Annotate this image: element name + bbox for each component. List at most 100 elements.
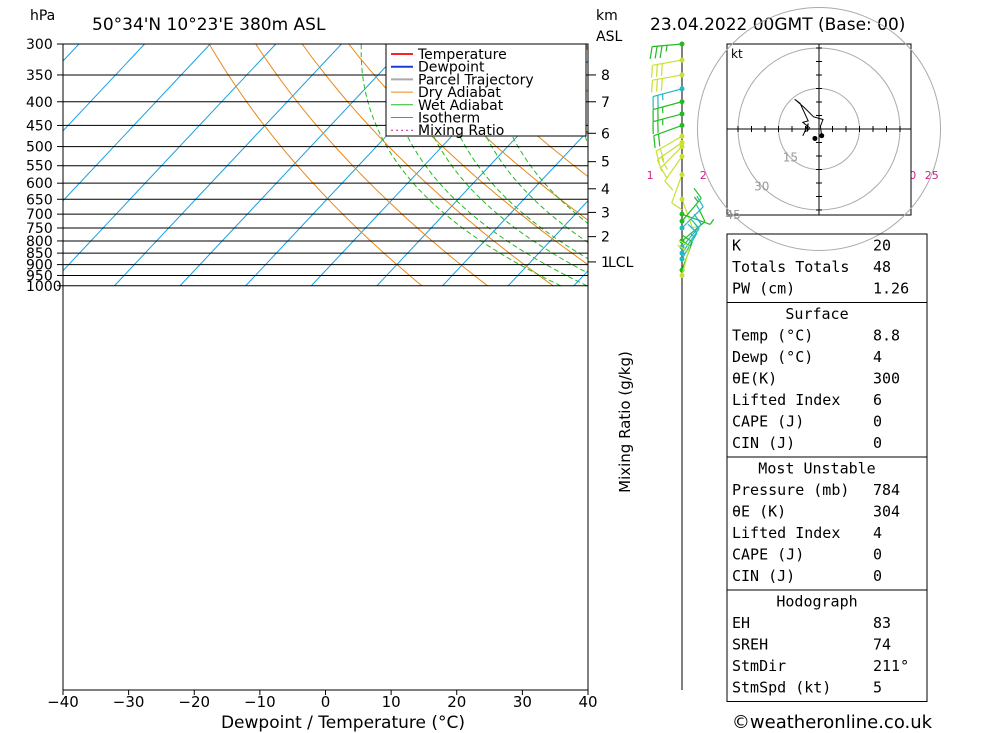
indices-label: CAPE (J) [732,546,804,564]
hodograph-ring [697,7,941,251]
wind-barb-dot [679,172,685,178]
wind-barb-dot [679,250,685,256]
pressure-tick-label: 900 [26,258,53,274]
wind-barb-flag [681,234,693,243]
wind-barb [652,111,685,135]
wind-barb [650,72,685,93]
isotherm-line [902,44,1000,286]
pressure-tick-label: 550 [26,159,53,175]
temperature-tick-label: −20 [178,693,210,711]
temperature-tick-label: 10 [382,693,401,711]
height-tick-label: 1 [601,255,610,271]
wind-barb-flag [650,65,654,78]
indices-value: 0 [873,434,882,452]
mixing-ratio-label: 25 [925,169,939,182]
isotherm-line [114,44,342,287]
isotherm-line [179,44,408,287]
wind-barb-flag [659,148,665,161]
indices-label: Dewp (°C) [732,348,813,366]
wind-barb [652,99,685,122]
indices-value: 20 [873,237,891,255]
pressure-tick-label: 650 [26,192,53,208]
mixing-ratio-label: 1 [647,169,654,182]
wind-barb-dot [679,111,685,117]
wind-barb-flag [654,46,658,59]
wind-barb [679,187,702,224]
isotherm-line [0,44,13,286]
isotherm-line [968,44,1000,286]
indices-label: CIN (J) [732,434,795,452]
hodograph-unit-label: kt [731,47,743,61]
wind-barb-flag [690,218,700,229]
indices-value: 48 [873,258,891,276]
temperature-tick-label: 30 [513,693,532,711]
indices-value: 6 [873,391,882,409]
legend-entry: Dry Adiabat [418,85,501,101]
pressure-tick-label: 750 [26,221,53,237]
indices-label: Pressure (mb) [732,481,849,499]
indices-value: 83 [873,614,891,632]
wind-barb-flag [689,232,695,238]
wind-barb-flag [655,151,660,164]
hodograph-trace [794,98,824,137]
wind-barb [652,86,685,109]
wind-barb-staff [681,199,693,228]
temperature-tick-label: 0 [321,693,331,711]
indices-label: PW (cm) [732,280,795,298]
indices-section-title: Surface [785,305,848,323]
wind-barb [649,41,685,59]
indices-label: θE(K) [732,370,777,388]
wind-barb-flag [660,156,665,163]
legend-entry: Dewpoint [418,60,485,76]
pressure-tick-label: 450 [26,118,53,134]
wind-barbs [649,41,715,278]
wind-barb [679,195,704,231]
asl-label: ASL [596,29,622,45]
wind-barb-dot [679,272,685,278]
indices-label: K [732,237,741,255]
indices-label: StmDir [732,657,786,675]
wind-barb-staff [671,174,683,204]
wind-barb-flag [657,133,661,147]
wind-barb-flag [659,45,663,59]
wind-barb-flag [660,78,663,91]
lcl-label: LCL [608,255,634,271]
wind-barb-flag [678,239,691,248]
indices-value: 0 [873,567,882,585]
copyright-label: ©weatheronline.co.uk [732,712,933,733]
pressure-tick-label: 500 [26,140,53,156]
indices-value: 0 [873,413,882,431]
dry-adiabat-line [953,44,1000,286]
indices-label: Totals Totals [732,258,849,276]
wind-barb [664,153,685,191]
wind-barb-flag [655,64,658,77]
indices-label: Temp (°C) [732,327,813,345]
plot-frame [62,43,589,691]
wind-barb [655,133,685,164]
temperature-tick-label: −40 [47,693,79,711]
wind-barb-dot [679,72,685,78]
temperature-tick-label: −30 [113,693,145,711]
wind-barb-flag [709,218,715,225]
temperature-tick-label: 20 [447,693,466,711]
indices-section-title: Hodograph [776,593,857,611]
wind-barb-flag [660,63,663,76]
pressure-tick-label: 350 [26,68,53,84]
wind-barb-flag [650,80,654,93]
isotherm-line [63,44,145,132]
pressure-tick-label: 700 [26,207,53,223]
x-axis-title: Dewpoint / Temperature (°C) [221,713,465,733]
wind-barb-dot [679,218,685,224]
wind-barb-flag [671,202,683,211]
wind-barb-dot [679,196,685,202]
wind-barb-dot [679,99,685,105]
wind-barb-staff [652,101,683,111]
temperature-tick-label: −10 [244,693,276,711]
wind-barb-flag [693,187,702,199]
indices-section [726,589,928,702]
indices-label: SREH [732,636,768,654]
height-tick-label: 4 [601,182,610,198]
